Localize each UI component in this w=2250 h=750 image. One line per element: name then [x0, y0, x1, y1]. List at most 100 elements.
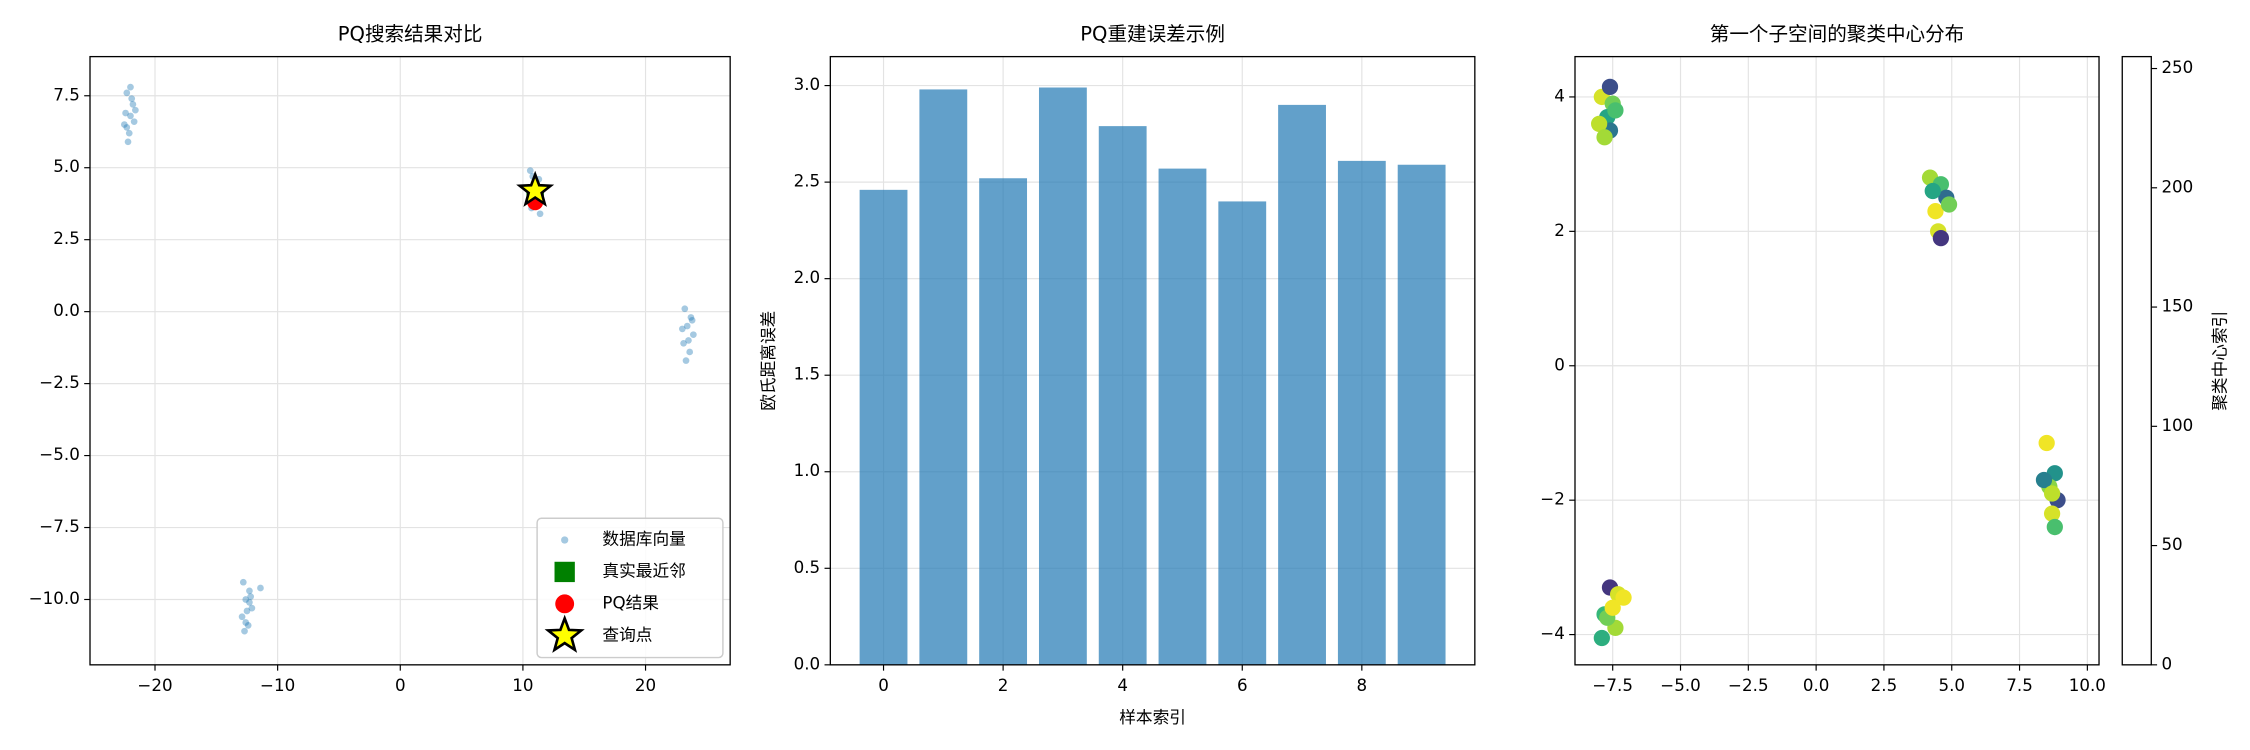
point [127, 112, 134, 120]
point [1596, 129, 1613, 146]
legend-label: 真实最近邻 [602, 561, 685, 580]
colorbar-tick-label: 200 [2161, 177, 2193, 196]
colorbar-label: 聚类中心索引 [2210, 311, 2229, 411]
point [1591, 115, 1608, 132]
point [1607, 102, 1624, 119]
y-tick-label: −10.0 [29, 589, 80, 608]
point [2046, 518, 2063, 536]
point [685, 337, 692, 344]
bar [919, 89, 968, 665]
point [247, 593, 254, 600]
x-tick-label: 2 [998, 676, 1009, 695]
x-tick-label: 0 [395, 676, 406, 695]
point [243, 607, 251, 615]
legend-marker [555, 594, 575, 614]
x-tick-label: 2.5 [1871, 676, 1898, 695]
axes-frame [89, 55, 731, 666]
point [123, 124, 131, 131]
point [683, 322, 691, 330]
point [127, 83, 134, 91]
x-tick-label: 8 [1357, 676, 1368, 695]
bar [1397, 164, 1446, 665]
legend-marker [554, 561, 575, 583]
y-tick-label: 2.5 [794, 172, 821, 191]
x-tick-label: −5.0 [1660, 676, 1701, 695]
x-tick-label: 10.0 [2069, 676, 2106, 695]
colorbar-tick-label: 150 [2161, 297, 2193, 316]
x-tick-label: −10 [260, 676, 295, 695]
x-tick-label: −20 [137, 676, 172, 695]
colorbar-tick-label: 100 [2161, 416, 2193, 435]
legend-label: 数据库向量 [602, 529, 685, 548]
point [1932, 229, 1950, 247]
point [2038, 434, 2055, 452]
point [128, 95, 136, 102]
x-tick-label: 5.0 [1938, 676, 1965, 695]
y-tick-label: 0.0 [53, 301, 80, 320]
axes-frame [829, 55, 1476, 666]
x-tick-label: 6 [1237, 676, 1248, 695]
y-tick-label: −4 [1540, 624, 1565, 643]
point [690, 331, 697, 339]
y-tick-label: −7.5 [39, 517, 80, 536]
legend-box [536, 517, 724, 659]
point [246, 599, 253, 606]
point [678, 325, 686, 333]
bar [1218, 201, 1267, 665]
point [1924, 182, 1941, 200]
point [516, 170, 555, 207]
point [239, 578, 247, 586]
colorbar [2121, 55, 2152, 666]
x-tick-label: −7.5 [1592, 676, 1633, 695]
x-tick-label: 20 [635, 676, 656, 695]
y-tick-label: 7.5 [53, 85, 80, 104]
chart-title: PQ搜索结果对比 [338, 22, 483, 45]
point [238, 613, 246, 621]
point [241, 627, 248, 635]
point [121, 121, 128, 128]
point [2035, 471, 2053, 489]
legend-marker [561, 536, 569, 544]
chart-title: 第一个子空间的聚类中心分布 [1710, 22, 1965, 45]
y-tick-label: 2 [1554, 221, 1565, 240]
point [2043, 485, 2061, 502]
y-tick-label: 5.0 [53, 157, 80, 176]
point [248, 604, 256, 612]
bar [1278, 104, 1326, 665]
legend-label: 查询点 [602, 625, 652, 644]
bar [1038, 87, 1087, 665]
y-tick-label: 1.0 [794, 461, 821, 480]
point [122, 109, 129, 117]
point [1940, 196, 1958, 213]
x-tick-label: 7.5 [2006, 676, 2033, 695]
y-tick-label: 0 [1554, 355, 1565, 374]
bar [1158, 168, 1207, 665]
y-tick-label: 2.0 [794, 268, 821, 287]
point [125, 129, 133, 137]
point [132, 106, 139, 114]
point [1927, 203, 1944, 220]
y-tick-label: −2.5 [39, 373, 80, 392]
x-tick-label: 4 [1117, 676, 1128, 695]
point [681, 305, 689, 313]
point [123, 89, 131, 97]
bar [1337, 160, 1386, 665]
y-tick-label: 3.0 [794, 75, 821, 94]
legend-marker [544, 614, 585, 653]
bar [979, 178, 1028, 665]
point [682, 357, 690, 364]
point [242, 596, 250, 603]
y-tick-label: −5.0 [39, 445, 80, 464]
y-axis-label: 欧氏距离误差 [759, 311, 778, 411]
point [687, 314, 695, 321]
bar [859, 189, 908, 665]
point [246, 587, 253, 595]
x-tick-label: 10 [512, 676, 533, 695]
point [526, 167, 534, 174]
point [2043, 505, 2061, 522]
legend-label: PQ结果 [602, 593, 659, 612]
y-tick-label: −2 [1540, 490, 1565, 509]
bar [1098, 126, 1147, 665]
